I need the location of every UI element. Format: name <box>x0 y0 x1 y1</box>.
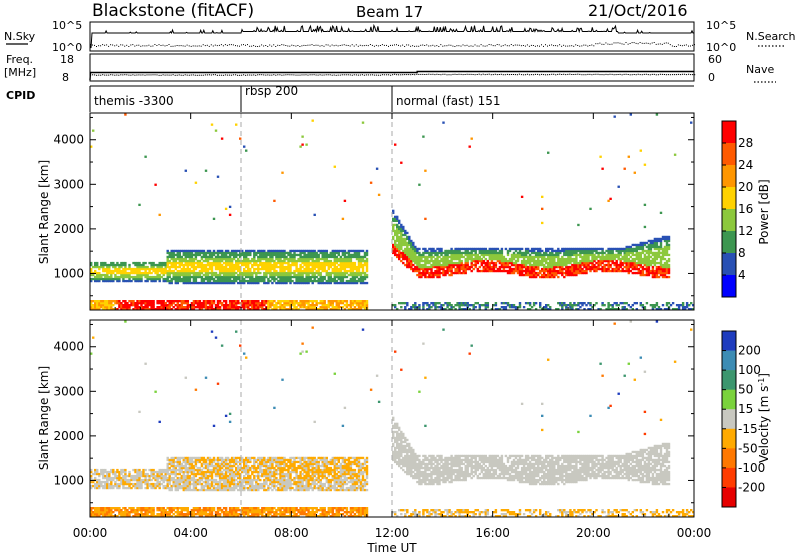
nave-trace <box>90 73 696 76</box>
nave-label: Nave <box>746 63 774 76</box>
colorbar-tick-label: 24 <box>738 158 753 172</box>
power-y-axis: 4000 3000 2000 1000 <box>53 116 694 297</box>
colorbar-tick-label: 16 <box>738 202 753 216</box>
x-tick-label: 00:00 <box>677 526 712 540</box>
colorbar-tick-label: 15 <box>738 402 753 416</box>
x-tick-label: 20:00 <box>576 526 611 540</box>
nsky-label: N.Sky <box>4 30 36 43</box>
x-tick-label: 04:00 <box>173 526 208 540</box>
freq-tick-bottom: 8 <box>62 71 69 84</box>
date-title: 21/Oct/2016 <box>588 1 688 20</box>
y-tick-label: 2000 <box>53 429 84 443</box>
cpid-segment-label: rbsp 200 <box>245 84 298 98</box>
freq-unit: [MHz] <box>4 66 36 79</box>
colorbar-tick-label: 12 <box>738 224 753 238</box>
colorbar-tick-label: 200 <box>738 344 761 358</box>
colorbar-tick-label: 20 <box>738 180 753 194</box>
velocity-panel: 4000 3000 2000 1000 <box>53 319 695 518</box>
velocity-y-label: Slant Range [km] <box>37 366 51 470</box>
power-colorbar-label: Power [dB] <box>757 179 771 244</box>
nave-tick-top: 60 <box>708 53 722 66</box>
colorbar-tick-label: 28 <box>738 136 753 150</box>
colorbar-tick-label: 100 <box>738 363 761 377</box>
y-tick-label: 4000 <box>53 133 84 147</box>
velocity-colorbar-label: Velocity [m s-1] <box>757 373 771 463</box>
freq-panel <box>89 53 696 82</box>
nsky-tick-top: 10^5 <box>52 19 82 32</box>
nsky-panel <box>89 21 695 52</box>
colorbar-tick-label: -200 <box>738 480 765 494</box>
nsearch-trace <box>90 42 695 47</box>
colorbar-tick-label: 8 <box>738 246 746 260</box>
y-tick-label: 3000 <box>53 384 84 398</box>
nsearch-tick-top: 10^5 <box>706 19 736 32</box>
velocity-heatmap <box>90 320 695 518</box>
power-panel: 4000 3000 2000 1000 <box>53 112 695 311</box>
freq-tick-top: 18 <box>60 53 74 66</box>
power-y-label: Slant Range [km] <box>37 160 51 264</box>
nsky-tick-bottom: 10^0 <box>52 41 82 54</box>
freq-label: Freq. <box>6 53 33 66</box>
beam-title: Beam 17 <box>356 3 423 21</box>
colorbar-tick-label: 4 <box>738 268 746 282</box>
time-axis: 00:00 04:00 08:00 12:00 16:00 20:00 00:00 <box>73 113 712 540</box>
nave-tick-bottom: 0 <box>708 71 715 84</box>
nsearch-tick-bottom: 10^0 <box>706 41 736 54</box>
x-tick-label: 00:00 <box>73 526 108 540</box>
y-tick-label: 2000 <box>53 222 84 236</box>
y-tick-label: 4000 <box>53 340 84 354</box>
station-title: Blackstone (fitACF) <box>92 1 254 21</box>
cpid-bar: themis -3300 rbsp 200 normal (fast) 151 <box>89 84 694 112</box>
x-tick-label: 08:00 <box>274 526 309 540</box>
y-tick-label: 1000 <box>53 473 84 487</box>
x-axis-label: Time UT <box>366 541 417 554</box>
freq-trace <box>89 70 694 81</box>
velocity-y-axis: 4000 3000 2000 1000 <box>53 323 694 504</box>
x-tick-label: 12:00 <box>375 526 410 540</box>
colorbar-tick-label: -100 <box>738 461 765 475</box>
cpid-segment-label: themis -3300 <box>94 94 174 108</box>
colorbar-tick-label: -50 <box>738 441 758 455</box>
velocity-colorbar: 200 100 50 15 -15 -50 -100 -200 <box>721 330 765 508</box>
y-tick-label: 3000 <box>53 177 84 191</box>
x-tick-label: 16:00 <box>475 526 510 540</box>
nsearch-label: N.Search <box>746 30 796 43</box>
nsky-trace <box>89 23 694 49</box>
y-tick-label: 1000 <box>53 266 84 280</box>
cpid-label: CPID <box>6 89 35 102</box>
cpid-segment-label: normal (fast) 151 <box>396 94 500 108</box>
power-heatmap <box>90 113 695 311</box>
power-colorbar: 28 24 20 16 12 8 4 <box>721 120 753 298</box>
colorbar-tick-label: 50 <box>738 383 753 397</box>
colorbar-tick-label: -15 <box>738 422 758 436</box>
